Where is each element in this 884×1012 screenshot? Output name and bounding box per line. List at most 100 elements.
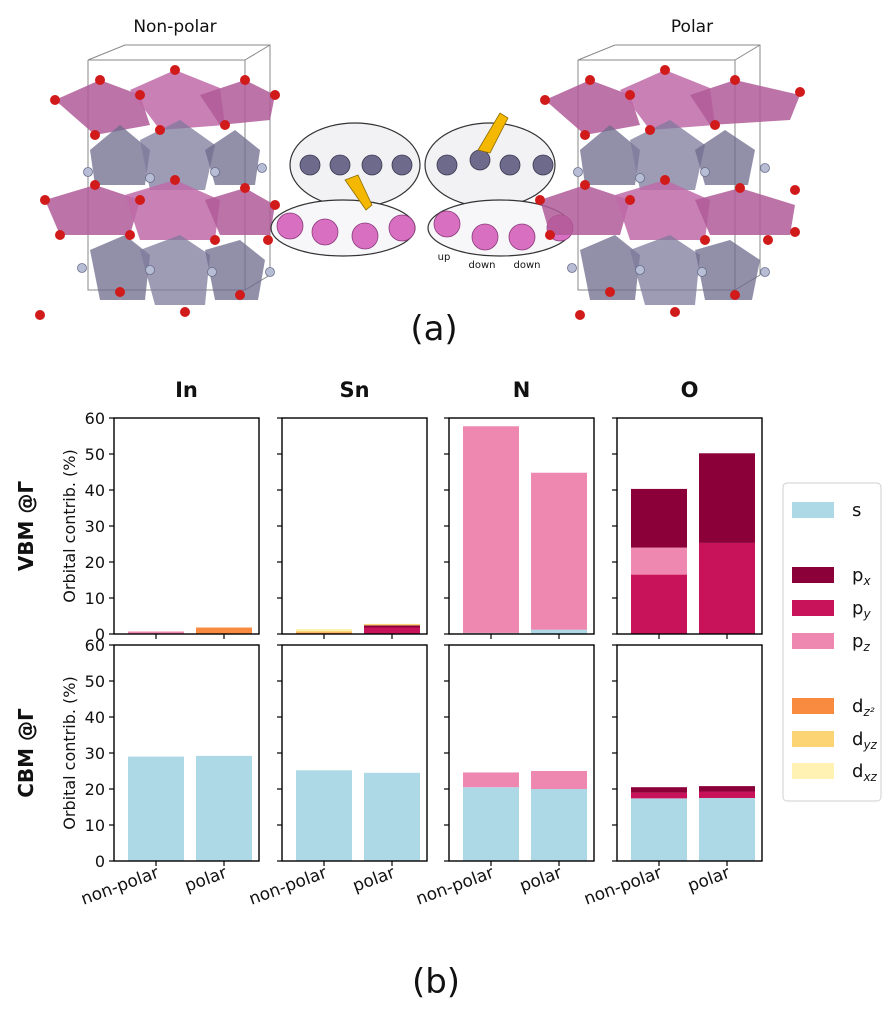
bar-segment-px-polar bbox=[364, 625, 420, 628]
bar-segment-dyz-polar bbox=[364, 623, 420, 626]
polar-crystal-structure bbox=[535, 44, 805, 320]
bar-segment-pz-polar bbox=[531, 771, 587, 789]
nonpolar-structure-title: Non-polar bbox=[133, 17, 216, 37]
atom-label-up: up bbox=[438, 252, 451, 263]
legend-subscript: x bbox=[862, 574, 871, 588]
legend-swatch-dz2 bbox=[792, 698, 834, 714]
legend-subscript: z bbox=[862, 640, 870, 654]
x-tick-label-non-polar: non-polar bbox=[246, 863, 329, 910]
bar-segment-py-polar bbox=[699, 791, 755, 798]
panel-vbm-in: 0 10 20 30 40 50 60 bbox=[85, 409, 260, 644]
atom-label-down: down bbox=[514, 260, 541, 271]
panel-a-caption: (a) bbox=[410, 309, 457, 349]
bar-segment-s-polar bbox=[364, 772, 420, 861]
row-title-cbm: CBM @Γ bbox=[14, 708, 38, 798]
y-tick-label: 0 bbox=[95, 625, 105, 644]
bar-segment-pz-polar bbox=[531, 472, 587, 630]
panel-cbm-o: non-polar polar bbox=[581, 644, 763, 910]
row-title-vbm: VBM @Γ bbox=[14, 481, 38, 572]
bar-segment-pz-non-polar bbox=[463, 426, 519, 633]
panel-vbm-o bbox=[612, 417, 763, 639]
panel-b-caption: (b) bbox=[412, 962, 460, 1002]
y-tick-label: 50 bbox=[85, 445, 105, 464]
y-axis-label: Orbital contrib. (%) bbox=[60, 676, 79, 829]
y-tick-label: 20 bbox=[85, 780, 105, 799]
panel-cbm-n: non-polar polar bbox=[413, 644, 595, 910]
bar-segment-s-polar bbox=[531, 789, 587, 861]
legend-swatch-px bbox=[792, 567, 834, 583]
panel-cbm-in: 0 10 20 30 40 50 60 non-polar polar bbox=[78, 636, 260, 910]
y-tick-label: 0 bbox=[95, 852, 105, 871]
bar-segment-dxz-non-polar bbox=[296, 628, 352, 631]
panel-cbm-sn: non-polar polar bbox=[246, 644, 428, 910]
y-tick-label: 30 bbox=[85, 744, 105, 763]
y-tick-label: 60 bbox=[85, 636, 105, 655]
column-title-n: N bbox=[513, 378, 531, 402]
bar-segment-s-polar bbox=[196, 755, 252, 861]
bar-segment-px-non-polar bbox=[631, 488, 687, 548]
x-tick-label-polar: polar bbox=[517, 863, 565, 897]
bar-segment-pz-non-polar bbox=[463, 772, 519, 788]
bar-segment-py-polar bbox=[364, 627, 420, 634]
y-tick-label: 40 bbox=[85, 708, 105, 727]
x-tick-label-non-polar: non-polar bbox=[581, 863, 664, 910]
x-tick-label-non-polar: non-polar bbox=[413, 863, 496, 910]
column-title-sn: Sn bbox=[339, 378, 369, 402]
bar-segment-py-non-polar bbox=[631, 574, 687, 634]
atom-displacement-zoom: up down down bbox=[270, 112, 574, 271]
polar-structure-title: Polar bbox=[671, 17, 713, 37]
legend-subscript: yz bbox=[862, 738, 877, 752]
legend-swatch-py bbox=[792, 600, 834, 616]
displacement-arrow-icon bbox=[477, 112, 509, 154]
bar-segment-s-non-polar bbox=[631, 798, 687, 861]
y-tick-label: 10 bbox=[85, 589, 105, 608]
panel-vbm-sn bbox=[277, 417, 428, 639]
y-tick-label: 60 bbox=[85, 409, 105, 428]
bar-segment-py-polar bbox=[699, 542, 755, 634]
bar-segment-dz2-polar bbox=[196, 627, 252, 634]
panel-a-illustration: Non-polar Polar bbox=[35, 17, 805, 349]
bar-segment-pz-non-polar bbox=[631, 547, 687, 575]
legend-swatch-dyz bbox=[792, 731, 834, 747]
panel-b-chart: In Sn N O VBM @Γ Orbital contrib. (%) CBM @Γ Or… bbox=[14, 378, 882, 910]
panel-vbm-n bbox=[444, 417, 595, 639]
bar-segment-px-polar bbox=[699, 453, 755, 543]
x-tick-label-polar: polar bbox=[182, 863, 230, 897]
plot-frame bbox=[113, 417, 260, 635]
y-tick-label: 10 bbox=[85, 816, 105, 835]
y-tick-label: 20 bbox=[85, 553, 105, 572]
legend-subscript: xz bbox=[862, 770, 877, 784]
legend-swatch-dxz bbox=[792, 763, 834, 779]
y-axis-label: Orbital contrib. (%) bbox=[60, 449, 79, 602]
legend-swatch-s bbox=[792, 502, 834, 518]
atom-label-down: down bbox=[469, 260, 496, 271]
y-tick-label: 30 bbox=[85, 517, 105, 536]
bar-segment-s-non-polar bbox=[463, 787, 519, 861]
legend-subscript: z² bbox=[862, 705, 874, 719]
bar-segment-s-non-polar bbox=[296, 770, 352, 861]
column-title-in: In bbox=[175, 378, 198, 402]
plot-frame bbox=[281, 417, 428, 635]
legend-label-s: s bbox=[852, 500, 861, 521]
bar-segment-dz2-non-polar bbox=[296, 632, 352, 634]
legend-swatch-pz bbox=[792, 633, 834, 649]
column-title-o: O bbox=[681, 378, 699, 402]
bar-segment-s-non-polar bbox=[128, 756, 184, 861]
y-tick-label: 50 bbox=[85, 672, 105, 691]
y-tick-label: 40 bbox=[85, 481, 105, 500]
bar-segment-pz-non-polar bbox=[128, 631, 184, 634]
bar-segment-px-non-polar bbox=[631, 787, 687, 793]
x-tick-label-polar: polar bbox=[350, 863, 398, 897]
x-tick-label-polar: polar bbox=[685, 863, 733, 897]
nonpolar-crystal-structure bbox=[35, 44, 280, 320]
bar-segment-py-non-polar bbox=[631, 792, 687, 799]
bar-segment-s-polar bbox=[699, 798, 755, 861]
legend-subscript: y bbox=[862, 607, 871, 621]
bar-segment-s-polar bbox=[531, 629, 587, 634]
x-tick-label-non-polar: non-polar bbox=[78, 863, 161, 910]
bar-segment-px-polar bbox=[699, 786, 755, 792]
displacement-arrow-icon bbox=[344, 174, 373, 211]
bar-segment-dyz-non-polar bbox=[296, 630, 352, 633]
